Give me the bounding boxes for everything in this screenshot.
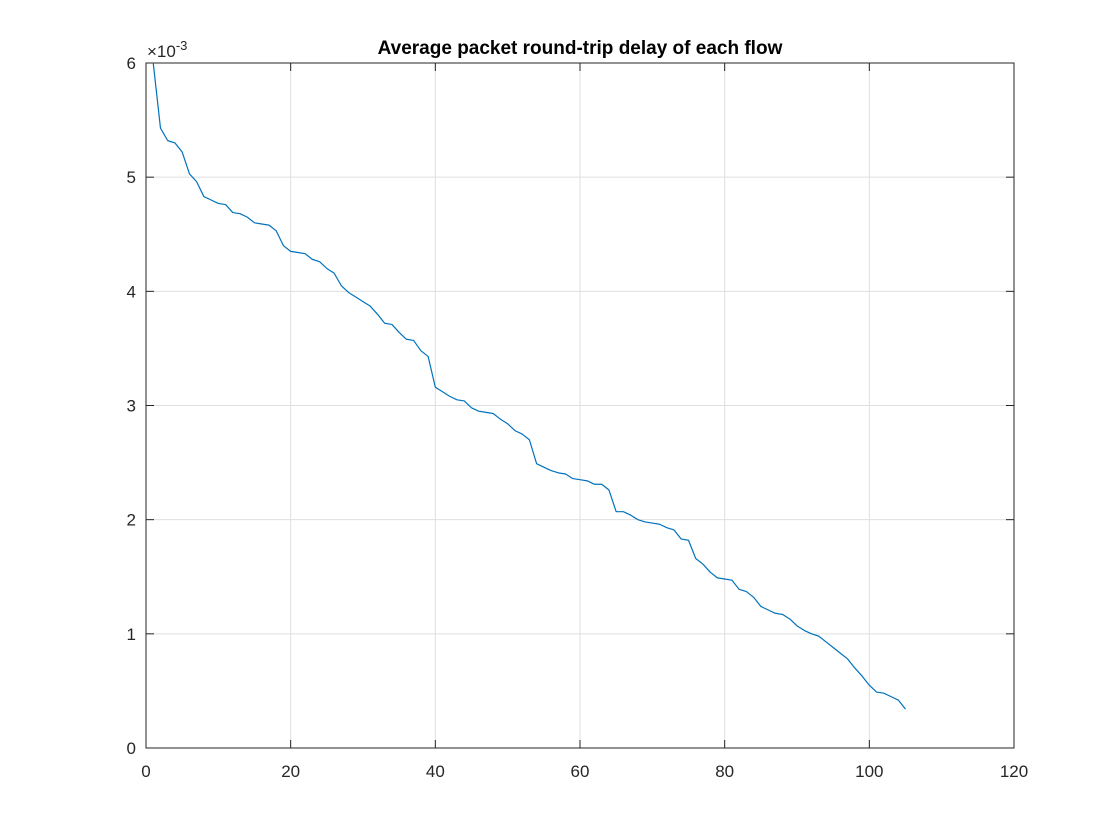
series-group — [152, 62, 906, 710]
y-tick-label: 0 — [127, 739, 136, 758]
y-tick-label: 1 — [127, 625, 136, 644]
chart-title: Average packet round-trip delay of each … — [378, 38, 783, 59]
y-tick-label: 6 — [127, 54, 136, 73]
x-tick-labels: 0 20 40 60 80 100 120 — [141, 762, 1028, 781]
x-tick-label: 100 — [855, 762, 883, 781]
x-tick-label: 40 — [426, 762, 445, 781]
grid-lines — [146, 63, 1014, 748]
y-tick-labels: 0 1 2 3 4 5 6 — [127, 54, 136, 758]
y-tick-label: 5 — [127, 168, 136, 187]
x-tick-label: 20 — [281, 762, 300, 781]
x-tick-label: 60 — [571, 762, 590, 781]
x-tick-label: 0 — [141, 762, 150, 781]
y-tick-label: 2 — [127, 511, 136, 530]
y-exponent-base: ×10 — [147, 42, 176, 61]
y-tick-label: 3 — [127, 397, 136, 416]
x-tick-label: 120 — [1000, 762, 1028, 781]
series-line — [152, 62, 906, 710]
y-exponent-power: -3 — [176, 38, 188, 53]
x-tick-label: 80 — [715, 762, 734, 781]
y-tick-label: 4 — [127, 282, 136, 301]
y-exponent-label: ×10-3 — [147, 38, 187, 61]
axis-ticks — [145, 62, 1015, 749]
